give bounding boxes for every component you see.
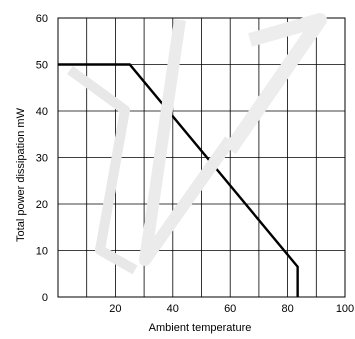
y-tick-label-40: 40: [36, 106, 48, 118]
plot-border: [57, 17, 346, 298]
x-tick-label-20: 20: [109, 303, 121, 315]
y-tick-labels: 0 10 20 30 40 50 60: [36, 13, 48, 304]
x-tick-label-100: 100: [336, 303, 354, 315]
series-line-0: [58, 63, 299, 297]
y-tick-label-60: 60: [36, 13, 48, 25]
series-layer: [58, 63, 299, 297]
y-tick-label-10: 10: [36, 246, 48, 258]
x-axis-title: Ambient temperature: [149, 322, 252, 334]
y-tick-label-20: 20: [36, 199, 48, 211]
x-tick-labels: 20 40 60 80 100: [109, 303, 354, 315]
y-tick-label-0: 0: [42, 292, 48, 304]
y-tick-label-30: 30: [36, 153, 48, 165]
y-axis-title: Total power dissipation mW: [15, 107, 27, 242]
x-tick-label-60: 60: [224, 303, 236, 315]
x-tick-label-80: 80: [281, 303, 293, 315]
plot-frame: [57, 17, 346, 298]
x-tick-label-40: 40: [167, 303, 179, 315]
y-tick-label-50: 50: [36, 60, 48, 72]
grid-lines: [58, 18, 345, 297]
